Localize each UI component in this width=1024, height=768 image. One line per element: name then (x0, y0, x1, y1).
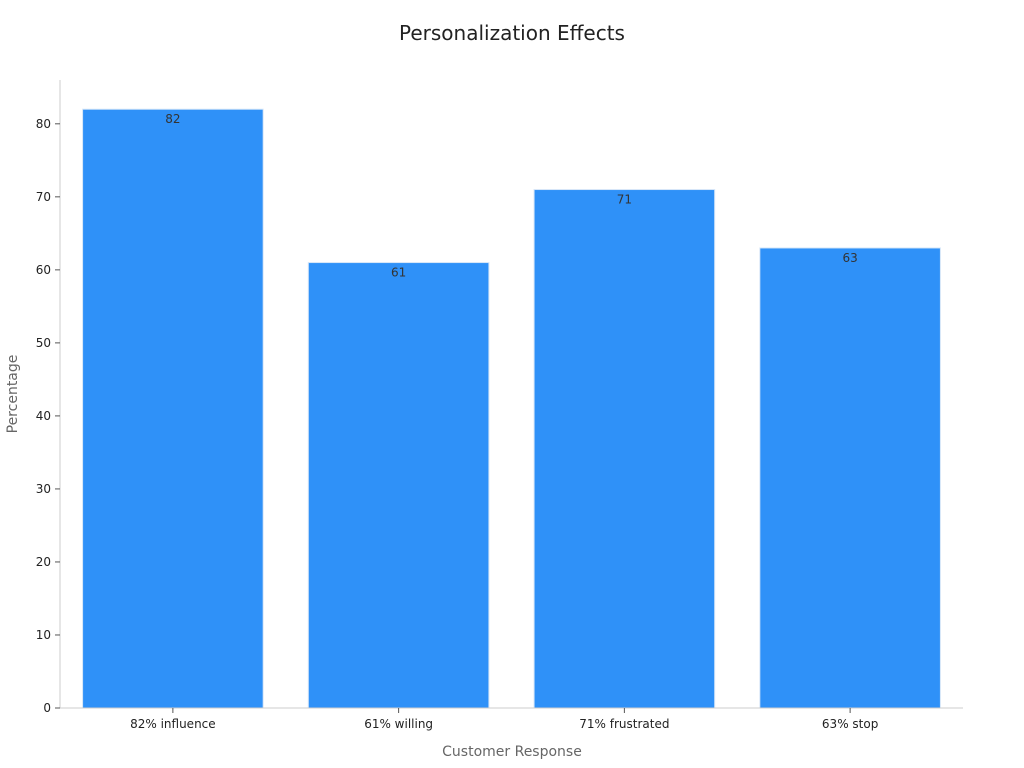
x-axis-label: Customer Response (442, 744, 582, 760)
x-tick-label: 63% stop (822, 717, 878, 731)
y-tick-label: 40 (36, 409, 51, 423)
bar (533, 189, 716, 709)
x-tick-label: 61% willing (364, 717, 433, 731)
data-label: 63 (842, 251, 857, 265)
bar (82, 108, 264, 709)
y-tick-label: 60 (36, 263, 51, 277)
plot-area: 0 10 20 30 40 50 60 70 80 82% influence 82 61% will… (36, 80, 963, 731)
y-tick-label: 20 (36, 555, 51, 569)
x-tick-label: 71% frustrated (579, 717, 669, 731)
bar (307, 262, 490, 709)
bar (759, 247, 941, 709)
data-label: 61 (391, 266, 406, 280)
chart-title: Personalization Effects (399, 21, 625, 45)
data-label: 82 (165, 112, 180, 126)
y-axis-label: Percentage (5, 355, 21, 434)
data-label: 71 (617, 193, 632, 207)
y-tick-label: 80 (36, 117, 51, 131)
x-tick-label: 82% influence (130, 717, 216, 731)
y-tick-label: 0 (43, 701, 51, 715)
y-tick-label: 70 (36, 190, 51, 204)
y-tick-label: 50 (36, 336, 51, 350)
y-tick-label: 30 (36, 482, 51, 496)
y-tick-label: 10 (36, 628, 51, 642)
